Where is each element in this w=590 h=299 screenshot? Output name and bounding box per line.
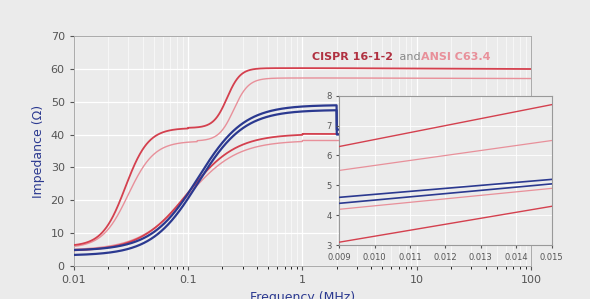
Text: and: and: [396, 52, 424, 62]
Y-axis label: Impedance (Ω): Impedance (Ω): [32, 104, 45, 198]
Text: ANSI C63.4: ANSI C63.4: [421, 52, 491, 62]
X-axis label: Frequency (MHz): Frequency (MHz): [250, 291, 355, 299]
Text: CISPR 16-1-2: CISPR 16-1-2: [312, 52, 392, 62]
